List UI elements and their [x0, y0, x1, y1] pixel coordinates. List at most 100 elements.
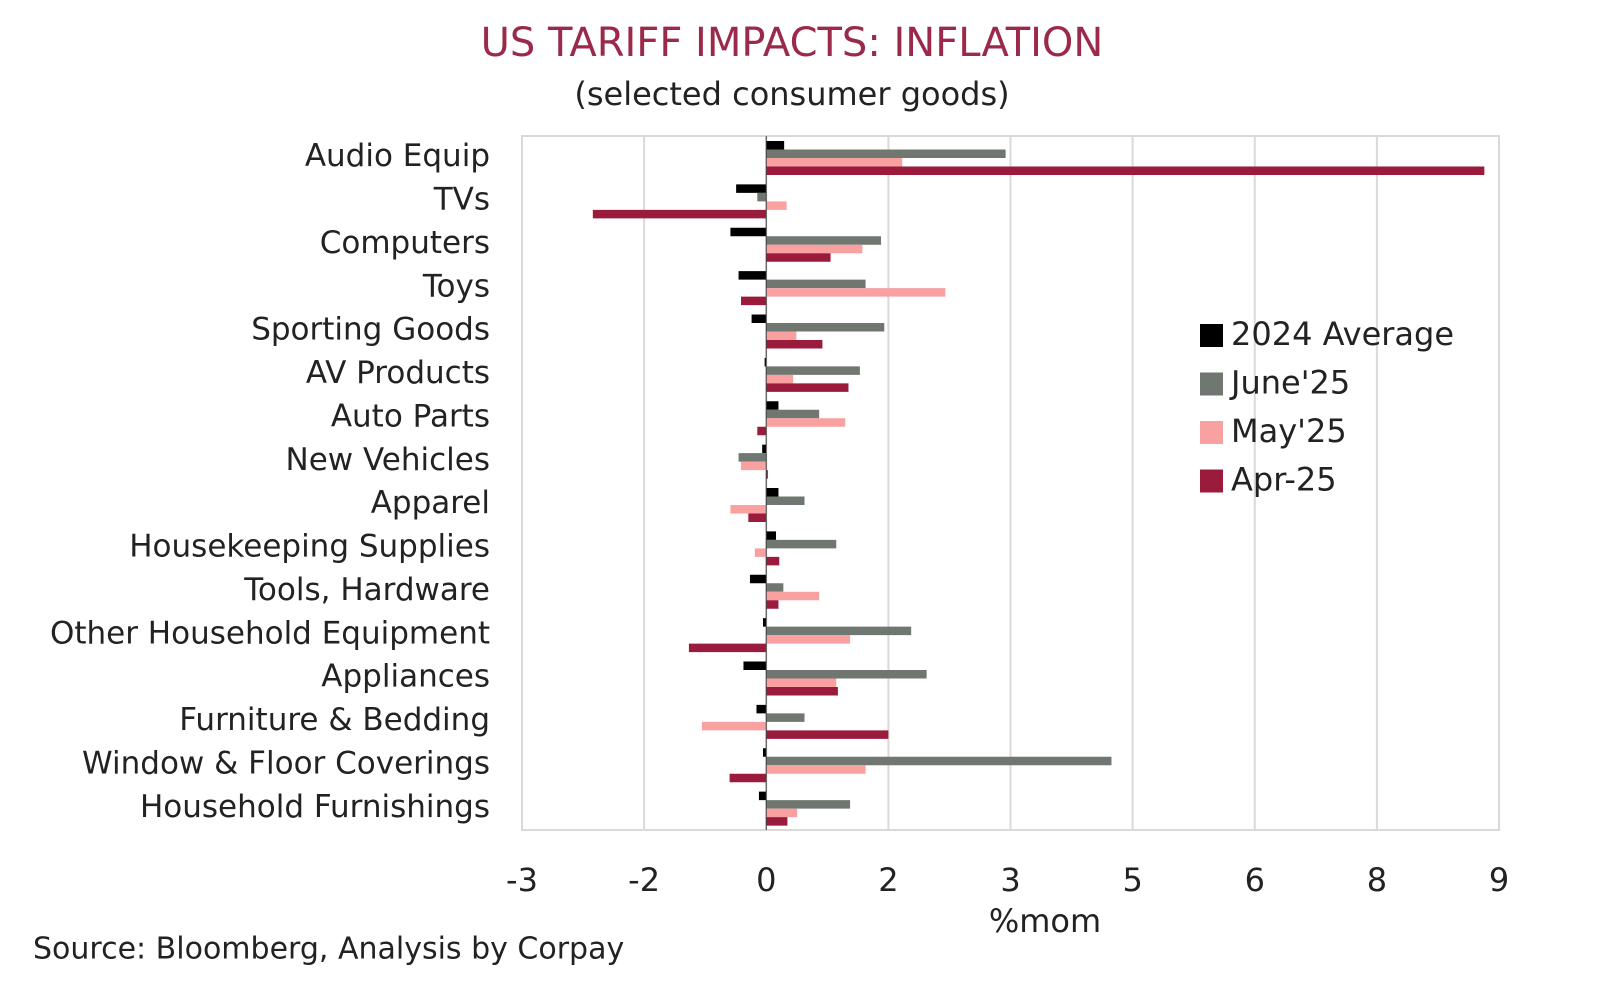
- bar: [766, 470, 768, 479]
- x-tick-label: 6: [1245, 861, 1265, 899]
- bar: [766, 670, 927, 679]
- category-label: Furniture & Bedding: [179, 702, 490, 738]
- bar: [729, 773, 767, 783]
- bar: [754, 548, 767, 557]
- category-label: Toys: [422, 268, 490, 304]
- legend-swatch: [1200, 324, 1223, 347]
- bar: [766, 166, 1485, 175]
- x-tick-label: -2: [628, 861, 660, 899]
- bar: [762, 618, 767, 627]
- bar: [766, 496, 805, 505]
- bar: [730, 505, 767, 514]
- bar: [766, 323, 885, 332]
- bar: [762, 748, 767, 757]
- bar: [766, 817, 788, 826]
- bar: [756, 704, 767, 714]
- bar: [766, 409, 820, 419]
- bar: [766, 600, 779, 609]
- bar: [757, 192, 767, 202]
- bar: [766, 713, 805, 722]
- bar: [764, 357, 767, 367]
- x-tick-label: -3: [506, 861, 538, 899]
- bar: [741, 461, 767, 471]
- x-axis-label: %mom: [989, 902, 1101, 940]
- bar: [730, 227, 767, 237]
- bar: [736, 184, 767, 193]
- bar: [766, 279, 866, 289]
- chart-title: US TARIFF IMPACTS: INFLATION: [481, 20, 1104, 66]
- x-tick-label: 2: [878, 861, 898, 899]
- category-label: Other Household Equipment: [50, 615, 490, 651]
- bar: [766, 591, 820, 601]
- source-note: Source: Bloomberg, Analysis by Corpay: [33, 932, 624, 967]
- category-label: New Vehicles: [286, 442, 490, 478]
- x-tick-label: 8: [1367, 861, 1387, 899]
- bar: [766, 366, 860, 375]
- bar: [766, 626, 912, 636]
- bar: [592, 209, 767, 219]
- x-tick-label: 5: [1122, 861, 1142, 899]
- bar: [766, 141, 785, 150]
- category-label: Window & Floor Coverings: [82, 745, 490, 781]
- bar: [766, 340, 823, 349]
- category-label: Audio Equip: [305, 138, 490, 174]
- bar: [766, 556, 780, 566]
- legend-swatch: [1200, 421, 1223, 444]
- bar: [766, 765, 866, 774]
- bar: [766, 756, 1112, 766]
- x-tick-label: 0: [756, 861, 776, 899]
- bar: [751, 314, 767, 323]
- bar: [743, 661, 767, 670]
- bar: [701, 721, 767, 731]
- category-label: Appliances: [321, 659, 490, 695]
- legend-label: May'25: [1231, 412, 1347, 450]
- bar: [766, 800, 851, 809]
- category-label: TVs: [433, 182, 490, 218]
- legend-swatch: [1200, 469, 1223, 493]
- bar: [749, 574, 767, 584]
- chart-subtitle: (selected consumer goods): [574, 75, 1009, 113]
- bar: [766, 531, 777, 540]
- bar: [766, 383, 849, 392]
- category-label: Apparel: [371, 485, 490, 521]
- legend-label: 2024 Average: [1231, 315, 1454, 353]
- x-tick-label: 9: [1489, 861, 1509, 899]
- bar: [766, 331, 797, 340]
- bar: [738, 271, 767, 280]
- bar: [766, 288, 946, 297]
- category-label: Sporting Goods: [251, 312, 490, 348]
- legend-label: Apr-25: [1231, 461, 1337, 499]
- bar: [766, 253, 831, 262]
- bar: [758, 791, 767, 801]
- bar: [738, 453, 767, 462]
- bar: [766, 808, 798, 818]
- legend-swatch: [1200, 372, 1223, 396]
- bar: [766, 236, 882, 245]
- bar: [766, 488, 779, 497]
- bar: [748, 513, 767, 522]
- bar: [766, 539, 837, 549]
- bar: [766, 687, 838, 696]
- bar: [766, 418, 846, 427]
- x-tick-label: 3: [1000, 861, 1020, 899]
- category-label: Computers: [320, 225, 490, 261]
- category-label: AV Products: [306, 355, 490, 391]
- bar: [766, 635, 851, 644]
- bar: [766, 149, 1006, 158]
- bar: [766, 583, 784, 592]
- bar: [766, 158, 903, 167]
- bar: [757, 426, 767, 436]
- bar: [766, 730, 889, 739]
- bar: [766, 374, 794, 384]
- bar: [766, 678, 837, 687]
- bar: [766, 244, 863, 254]
- category-label: Auto Parts: [331, 398, 490, 434]
- bar: [762, 444, 767, 454]
- legend-label: June'25: [1229, 364, 1350, 402]
- bar: [741, 296, 767, 306]
- category-label: Tools, Hardware: [243, 572, 490, 608]
- bar: [766, 401, 779, 410]
- bar: [766, 201, 787, 210]
- bar: [688, 643, 767, 653]
